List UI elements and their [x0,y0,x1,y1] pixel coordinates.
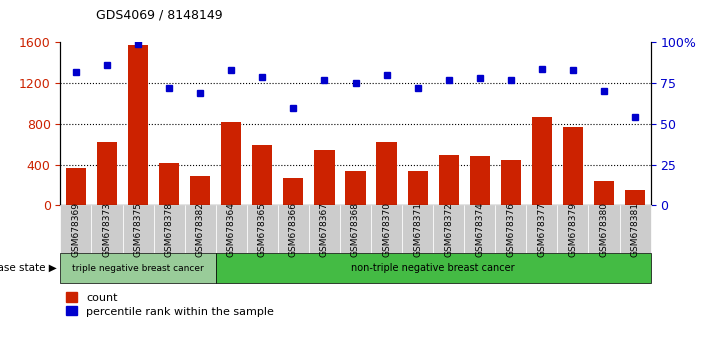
Bar [346,171,365,205]
Text: non-triple negative breast cancer: non-triple negative breast cancer [351,263,515,273]
Text: GSM678364: GSM678364 [227,202,236,257]
Bar [532,117,552,205]
Bar [128,45,148,205]
Bar [159,162,179,205]
Bar [190,176,210,205]
Bar [501,160,521,205]
Bar [470,156,490,205]
Text: GSM678376: GSM678376 [506,202,515,257]
Bar [563,127,583,205]
Bar [314,150,335,205]
Bar [221,122,241,205]
Text: disease state ▶: disease state ▶ [0,263,57,273]
Bar [594,181,614,205]
Text: GSM678380: GSM678380 [599,202,609,257]
Text: GSM678382: GSM678382 [196,202,205,257]
Text: GSM678366: GSM678366 [289,202,298,257]
Bar [283,178,304,205]
Bar [97,142,117,205]
Text: GSM678373: GSM678373 [102,202,112,257]
Text: GSM678378: GSM678378 [165,202,173,257]
Text: GSM678367: GSM678367 [320,202,329,257]
Text: GDS4069 / 8148149: GDS4069 / 8148149 [96,8,223,21]
Legend: count, percentile rank within the sample: count, percentile rank within the sample [66,292,274,316]
Bar [252,145,272,205]
Text: GSM678381: GSM678381 [631,202,639,257]
Text: GSM678379: GSM678379 [568,202,577,257]
Bar [625,189,645,205]
Bar [407,171,428,205]
Text: GSM678368: GSM678368 [351,202,360,257]
Text: GSM678372: GSM678372 [444,202,453,257]
Bar [66,168,86,205]
Text: GSM678365: GSM678365 [258,202,267,257]
Text: GSM678377: GSM678377 [538,202,546,257]
Bar [376,142,397,205]
Text: GSM678369: GSM678369 [72,202,80,257]
Text: GSM678370: GSM678370 [382,202,391,257]
Text: GSM678371: GSM678371 [413,202,422,257]
Bar [439,155,459,205]
Text: GSM678374: GSM678374 [475,202,484,257]
Text: GSM678375: GSM678375 [134,202,143,257]
Text: triple negative breast cancer: triple negative breast cancer [73,264,204,273]
